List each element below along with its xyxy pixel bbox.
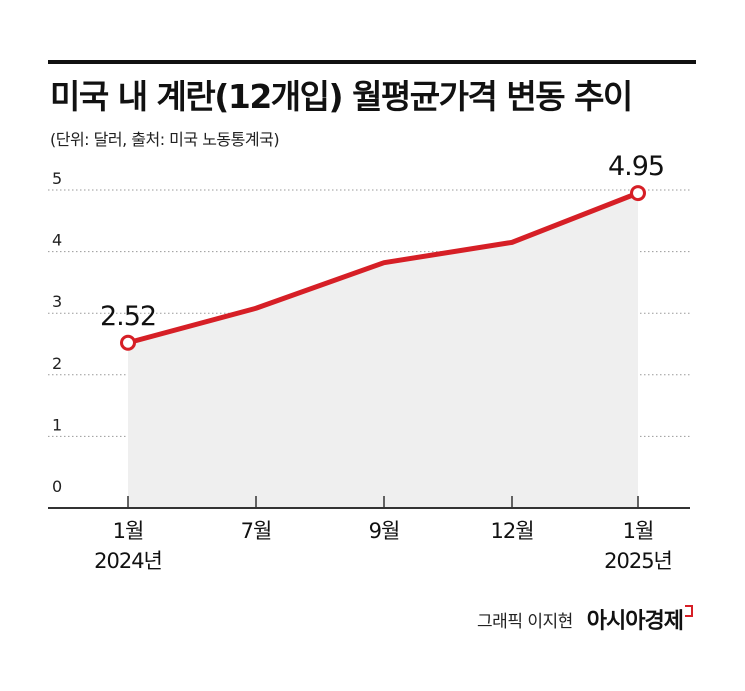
top-rule [48, 60, 696, 64]
data-value-label: 4.95 [608, 151, 664, 182]
x-tick-label: 12월 [490, 519, 533, 543]
y-tick-label: 0 [52, 477, 62, 496]
y-tick-label: 2 [52, 354, 62, 373]
x-tick-label: 2025년 [604, 549, 672, 573]
series-line [125, 190, 641, 346]
y-tick-label: 3 [52, 292, 62, 311]
y-tick-label: 5 [52, 169, 62, 188]
x-tick-label: 2024년 [94, 549, 162, 573]
graphic-credit: 그래픽 이지현 [477, 611, 573, 632]
data-point-marker [120, 334, 136, 351]
brand-mark-icon [685, 605, 693, 617]
data-value-label: 2.52 [100, 301, 156, 332]
line-chart: 0 1 2 3 4 5 1월 2024년 7월 9월 12월 1월 2025년 2.52 4.95 [48, 151, 690, 573]
chart-subtitle: (단위: 달러, 출처: 미국 노동통계국) [50, 130, 280, 149]
data-point-marker [630, 185, 646, 202]
x-tick-label: 1월 [623, 519, 654, 543]
x-tick-label: 9월 [369, 519, 400, 543]
brand-logo: 아시아경제 [586, 609, 684, 634]
footer: 그래픽 이지현 아시아경제 [477, 603, 693, 635]
x-tick-label: 1월 [113, 519, 144, 543]
chart-title: 미국 내 계란(12개입) 월평균가격 변동 추이 [50, 77, 633, 116]
y-tick-label: 4 [52, 231, 62, 250]
y-tick-label: 1 [52, 415, 62, 434]
area-fill [128, 193, 638, 508]
x-tick-label: 7월 [241, 519, 272, 543]
